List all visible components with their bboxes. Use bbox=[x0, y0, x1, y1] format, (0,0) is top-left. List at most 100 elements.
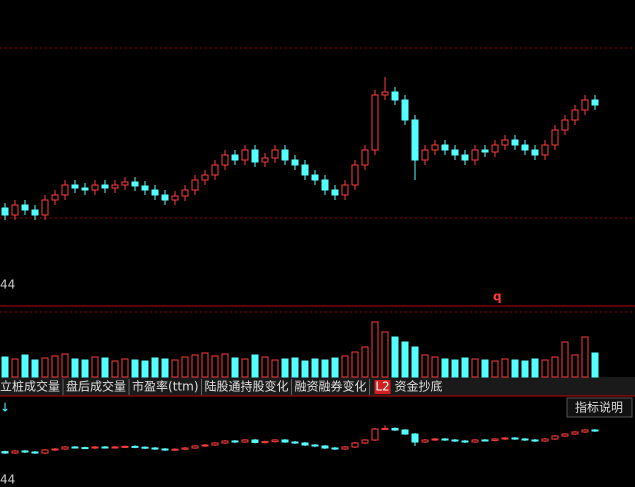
tab[interactable]: 盘后成交量 bbox=[66, 379, 126, 394]
mini-candle-body bbox=[71, 446, 79, 449]
candle-body bbox=[371, 94, 379, 151]
candle-body bbox=[481, 149, 489, 153]
mini-candle-body bbox=[161, 448, 169, 451]
candle-body bbox=[441, 144, 449, 151]
candle-body bbox=[591, 99, 599, 106]
mini-candle-body bbox=[551, 435, 559, 440]
tab[interactable]: 融资融券变化 bbox=[295, 379, 367, 394]
candle-body bbox=[91, 184, 99, 191]
candle-body bbox=[381, 91, 389, 96]
volume-bar bbox=[251, 354, 259, 378]
mini-candle-body bbox=[11, 450, 19, 454]
volume-bar bbox=[551, 356, 559, 378]
mini-candle-body bbox=[91, 446, 99, 449]
volume-bar bbox=[411, 346, 419, 378]
volume-bar bbox=[471, 358, 479, 378]
volume-bar bbox=[51, 355, 59, 378]
volume-bar bbox=[581, 336, 589, 378]
mini-candle-body bbox=[181, 447, 189, 450]
mini-candle-body bbox=[361, 439, 369, 444]
mini-candle-body bbox=[471, 439, 479, 443]
volume-bar bbox=[41, 357, 49, 378]
candle-body bbox=[181, 189, 189, 197]
volume-bar bbox=[381, 331, 389, 378]
mini-candle-body bbox=[21, 450, 29, 453]
mini-candle-body bbox=[381, 427, 389, 430]
candle-body bbox=[401, 99, 409, 121]
mini-candle-body bbox=[541, 438, 549, 442]
candle-body bbox=[581, 99, 589, 111]
mini-candle-body bbox=[371, 428, 379, 441]
mini-candle-body bbox=[111, 446, 119, 449]
candle-body bbox=[241, 149, 249, 161]
volume-bar bbox=[271, 359, 279, 378]
volume-bar bbox=[591, 352, 599, 378]
candle-body bbox=[261, 157, 269, 163]
candle-body bbox=[461, 154, 469, 161]
candle-body bbox=[231, 154, 239, 161]
mini-candle-body bbox=[101, 446, 109, 449]
tab[interactable]: 陆股通持股变化 bbox=[205, 379, 289, 394]
volume-bar bbox=[1, 356, 9, 378]
volume-bar bbox=[211, 355, 219, 378]
mini-candle-body bbox=[241, 439, 249, 443]
tab[interactable]: 资金抄底 bbox=[395, 379, 443, 394]
volume-bar bbox=[81, 359, 89, 378]
mini-candle-body bbox=[121, 445, 129, 448]
volume-bar bbox=[291, 357, 299, 378]
mini-candle-body bbox=[511, 437, 519, 440]
candle-body bbox=[451, 149, 459, 156]
mini-candle-body bbox=[221, 440, 229, 444]
mini-candle-body bbox=[311, 444, 319, 447]
mini-candle-body bbox=[481, 439, 489, 442]
tab[interactable]: 市盈率(ttm) bbox=[132, 379, 198, 394]
mini-candle-body bbox=[571, 431, 579, 435]
mini-candle-body bbox=[211, 442, 219, 446]
mini-candle-body bbox=[331, 447, 339, 450]
candle-body bbox=[121, 181, 129, 186]
mini-candle-body bbox=[151, 447, 159, 450]
help-button[interactable] bbox=[566, 397, 633, 418]
mini-candle-body bbox=[461, 440, 469, 443]
volume-bar bbox=[11, 358, 19, 378]
mini-candle-body bbox=[421, 439, 429, 443]
candle-body bbox=[161, 194, 169, 201]
volume-bar bbox=[401, 341, 409, 378]
candle-body bbox=[281, 149, 289, 161]
candle-body bbox=[471, 149, 479, 161]
volume-bar bbox=[151, 357, 159, 378]
tab[interactable]: 立桩成交量 bbox=[0, 379, 60, 394]
help-button-label[interactable]: 指标说明 bbox=[575, 400, 623, 415]
candle-body bbox=[331, 189, 339, 196]
candle-body bbox=[201, 174, 209, 181]
mini-candle-body bbox=[341, 446, 349, 450]
volume-bar bbox=[461, 357, 469, 378]
mini-candle-body bbox=[81, 447, 89, 450]
mini-candle-body bbox=[1, 451, 9, 454]
mini-candle-body bbox=[41, 449, 49, 454]
volume-bar bbox=[341, 355, 349, 378]
candle-body bbox=[11, 204, 19, 216]
candle-body bbox=[351, 164, 359, 186]
candle-body bbox=[131, 181, 139, 187]
candle-body bbox=[561, 119, 569, 131]
candle-body bbox=[501, 139, 509, 146]
candle-body bbox=[21, 204, 29, 211]
candle-body bbox=[341, 184, 349, 196]
volume-bar bbox=[351, 351, 359, 378]
candle-body bbox=[491, 144, 499, 153]
volume-bar bbox=[131, 359, 139, 378]
mini-candle-body bbox=[291, 441, 299, 444]
volume-bar bbox=[541, 359, 549, 378]
mini-candle-body bbox=[501, 437, 509, 440]
volume-bar bbox=[521, 360, 529, 378]
volume-bar bbox=[371, 321, 379, 378]
candle-body bbox=[71, 184, 79, 189]
mini-candle-body bbox=[411, 433, 419, 443]
tab-bar bbox=[0, 377, 635, 396]
candle-body bbox=[31, 209, 39, 216]
candle-body bbox=[221, 154, 229, 166]
volume-bar bbox=[171, 359, 179, 378]
